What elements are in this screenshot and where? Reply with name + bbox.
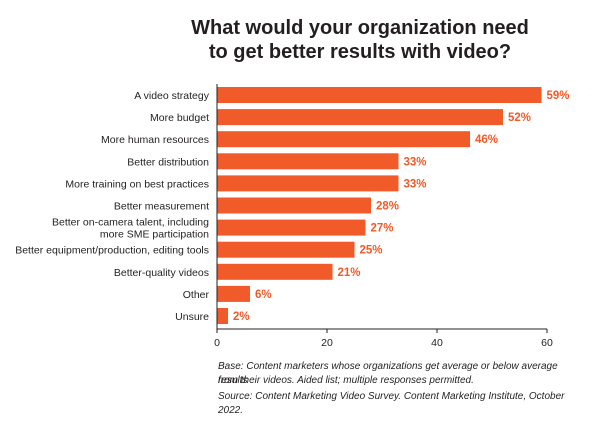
- bar: [217, 153, 399, 170]
- value-label: 21%: [338, 267, 361, 279]
- value-label: 25%: [360, 245, 383, 257]
- category-label: Better equipment/production, editing too…: [15, 245, 209, 257]
- value-label: 6%: [255, 289, 272, 301]
- x-tick-label: 20: [321, 337, 333, 349]
- bar: [217, 175, 399, 192]
- bar: [217, 197, 371, 214]
- category-label: More training on best practices: [65, 178, 209, 190]
- base-note-line-1: Base: Content marketers whose organizati…: [218, 361, 558, 386]
- bar: [217, 87, 542, 103]
- category-label: more SME participation: [100, 229, 209, 241]
- category-label: Other: [183, 289, 210, 301]
- x-tick-label: 40: [431, 337, 443, 349]
- value-label: 52%: [508, 112, 531, 124]
- chart-title-line-2: to get better results with video?: [208, 41, 512, 63]
- x-tick-label: 60: [541, 337, 553, 349]
- bar: [217, 109, 503, 126]
- category-label: Better-quality videos: [114, 267, 209, 279]
- x-tick-label: 0: [214, 337, 220, 349]
- bar: [217, 285, 250, 302]
- value-label: 46%: [475, 134, 498, 146]
- category-label: More human resources: [101, 134, 209, 146]
- category-label: Better distribution: [127, 156, 209, 168]
- base-note-line-2: from their videos. Aided list; multiple …: [218, 375, 474, 386]
- category-label: A video strategy: [134, 90, 209, 102]
- chart-title-line-1: What would your organization need: [191, 17, 529, 39]
- bar-chart: 59% A video strategy 52% More budget 46% More…: [15, 84, 570, 349]
- value-label: 2%: [233, 311, 250, 323]
- source-note: Source: Content Marketing Video Survey. …: [218, 391, 565, 416]
- category-label: More budget: [150, 112, 209, 124]
- category-label: Better measurement: [114, 201, 209, 213]
- value-label: 33%: [404, 178, 427, 190]
- value-label: 59%: [547, 90, 570, 102]
- bar: [217, 131, 470, 148]
- value-label: 28%: [376, 201, 399, 213]
- bar: [217, 263, 333, 280]
- bar: [217, 219, 366, 236]
- value-label: 27%: [371, 223, 394, 235]
- bar: [217, 241, 355, 258]
- value-label: 33%: [404, 156, 427, 168]
- category-label: Better on-camera talent, including: [52, 217, 209, 229]
- category-label: Unsure: [175, 311, 209, 323]
- bar: [217, 308, 228, 324]
